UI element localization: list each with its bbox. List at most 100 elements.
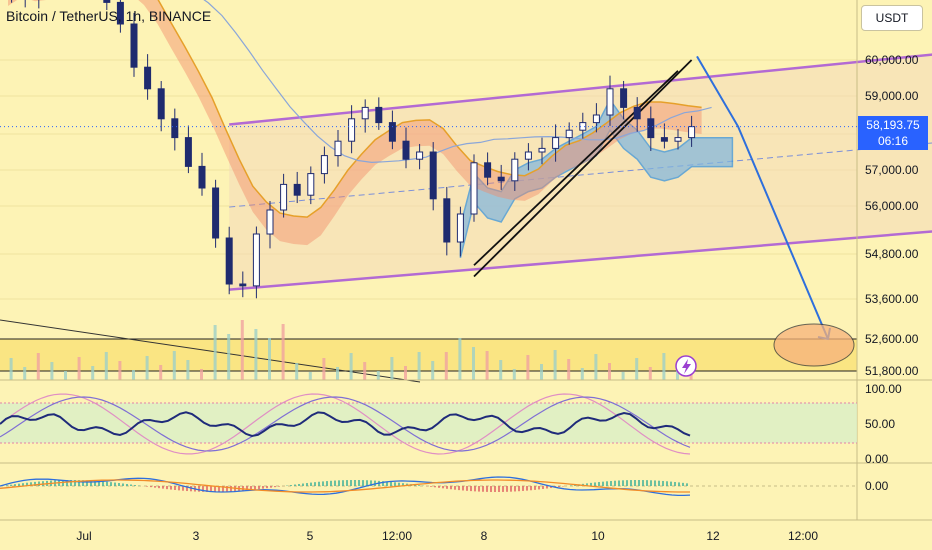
macd-histogram-bar (450, 486, 452, 490)
macd-histogram-bar (678, 482, 680, 486)
time-axis-tick: Jul (76, 529, 91, 543)
macd-histogram-bar (106, 481, 108, 486)
volume-bar (444, 352, 448, 380)
last-price-tag: 58,193.75 06:16 (858, 116, 928, 150)
time-axis-tick: 8 (481, 529, 488, 543)
macd-histogram-bar (606, 481, 608, 486)
time-axis-tick: 12:00 (382, 529, 412, 543)
price-axis-tick: 56,000.00 (865, 199, 919, 213)
macd-histogram-bar (498, 486, 500, 492)
macd-histogram-bar (622, 480, 624, 486)
macd-histogram-bar (118, 483, 120, 486)
volume-bar (580, 368, 584, 380)
candle-body (307, 173, 315, 196)
macd-histogram-bar (570, 485, 572, 486)
macd-histogram-bar (230, 486, 232, 492)
macd-histogram-bar (550, 486, 552, 489)
candle-body (280, 183, 288, 211)
volume-bar (336, 367, 339, 380)
macd-histogram-bar (522, 486, 524, 491)
volume-bar (132, 370, 135, 380)
macd-histogram-bar (418, 485, 420, 486)
macd-histogram-bar (362, 480, 364, 486)
macd-histogram-bar (646, 480, 648, 486)
volume-bar (621, 372, 625, 380)
macd-histogram-bar (158, 486, 160, 489)
macd-histogram-bar (686, 483, 688, 486)
macd-histogram-bar (398, 482, 400, 486)
candle-body (171, 118, 179, 139)
macd-histogram-bar (310, 482, 312, 486)
macd-histogram-bar (78, 480, 80, 486)
macd-histogram-bar (150, 486, 152, 488)
volume-bar (172, 351, 176, 380)
macd-histogram-bar (334, 480, 336, 486)
slow-ma-line (203, 0, 712, 164)
volume-bar (295, 363, 299, 380)
macd-histogram-bar (594, 482, 596, 486)
time-axis-tick: 12:00 (788, 529, 818, 543)
macd-histogram-bar (114, 482, 116, 486)
macd-histogram-bar (558, 486, 560, 487)
volume-bar (390, 357, 394, 380)
candle-body (633, 106, 641, 120)
macd-histogram-bar (262, 486, 264, 489)
candle-body (225, 237, 233, 285)
macd-histogram-bar (70, 480, 72, 486)
last-price-value: 58,193.75 (866, 118, 920, 132)
volume-bar (23, 367, 27, 380)
macd-histogram-bar (270, 486, 272, 488)
macd-histogram-bar (74, 480, 76, 486)
macd-histogram-bar (206, 486, 208, 492)
candle-body (116, 1, 124, 25)
macd-histogram-bar (302, 483, 304, 486)
macd-histogram-bar (530, 486, 532, 491)
price-axis-tick: 53,600.00 (865, 292, 919, 306)
macd-histogram-bar (198, 486, 200, 492)
candle-body (416, 151, 424, 160)
macd-histogram-bar (246, 486, 248, 491)
volume-bar (240, 320, 244, 380)
candle-body (402, 140, 410, 160)
macd-histogram-bar (602, 481, 604, 486)
macd-histogram-bar (598, 482, 600, 486)
volume-bar (50, 362, 54, 380)
macd-histogram-bar (354, 480, 356, 486)
macd-histogram-bar (394, 482, 396, 486)
macd-histogram-bar (370, 480, 372, 486)
macd-histogram-bar (62, 480, 64, 486)
candle-body (688, 126, 696, 139)
time-axis-tick: 5 (307, 529, 314, 543)
macd-histogram-bar (526, 486, 528, 491)
macd-histogram-bar (650, 480, 652, 486)
candle-body (620, 88, 628, 108)
macd-histogram-bar (30, 482, 32, 486)
candle-body (579, 122, 587, 131)
volume-bar (186, 360, 190, 380)
volume-bar (376, 371, 380, 380)
time-axis-tick: 10 (591, 529, 605, 543)
volume-bar (91, 366, 95, 380)
macd-histogram-bar (122, 483, 124, 486)
candle-body (375, 106, 383, 124)
macd-histogram-bar (174, 486, 176, 490)
macd-histogram-bar (38, 481, 40, 486)
lightning-glyph (682, 359, 691, 374)
macd-histogram-bar (82, 480, 84, 486)
macd-histogram-bar (338, 480, 340, 486)
macd-histogram-bar (502, 486, 504, 492)
macd-histogram-bar (226, 486, 228, 492)
price-axis-tick: 54,800.00 (865, 247, 919, 261)
macd-histogram-bar (258, 486, 260, 490)
macd-histogram-bar (350, 480, 352, 486)
stoch-axis-tick: 50.00 (865, 417, 895, 431)
macd-histogram-bar (442, 486, 444, 489)
volume-bar (349, 353, 353, 380)
macd-histogram-bar (346, 480, 348, 486)
volume-bar (200, 369, 203, 380)
currency-button[interactable]: USDT (861, 5, 923, 31)
macd-histogram-bar (626, 480, 628, 486)
macd-histogram-bar (366, 480, 368, 486)
